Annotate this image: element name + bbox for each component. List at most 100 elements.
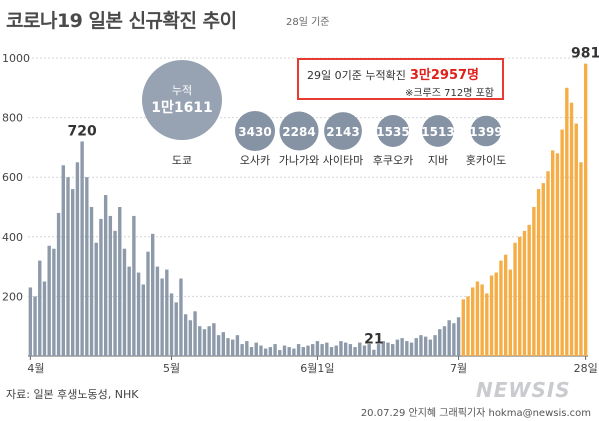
bar bbox=[287, 347, 291, 356]
region-bubble bbox=[142, 60, 222, 140]
bar bbox=[367, 344, 371, 356]
region-bubble bbox=[235, 111, 275, 151]
bar bbox=[438, 329, 442, 356]
bar bbox=[151, 233, 155, 356]
bar bbox=[456, 317, 461, 356]
bar bbox=[320, 344, 324, 356]
bar bbox=[579, 162, 583, 356]
bar bbox=[471, 287, 475, 356]
bar bbox=[315, 341, 320, 356]
bar bbox=[391, 344, 395, 356]
region-bubble bbox=[377, 115, 409, 147]
bar bbox=[33, 296, 37, 356]
bar bbox=[311, 344, 315, 356]
bar bbox=[466, 296, 470, 356]
newsis-logo: NEWSIS bbox=[476, 378, 571, 402]
data-label: 21 bbox=[364, 332, 383, 348]
bar bbox=[278, 350, 282, 356]
bar bbox=[136, 272, 141, 356]
data-label: 981 bbox=[571, 46, 599, 62]
bar bbox=[89, 207, 94, 356]
bar bbox=[47, 245, 51, 356]
bar bbox=[574, 123, 578, 356]
bar bbox=[494, 272, 498, 356]
bar bbox=[259, 345, 263, 356]
bar bbox=[560, 129, 564, 356]
bar bbox=[240, 344, 244, 356]
bar bbox=[376, 344, 381, 356]
bubble-value: 1만1611 bbox=[151, 100, 213, 116]
bar bbox=[503, 254, 508, 356]
y-tick-label: 400 bbox=[2, 231, 23, 244]
bar bbox=[155, 266, 160, 356]
bar bbox=[527, 224, 531, 356]
bar bbox=[348, 344, 353, 356]
bar bbox=[202, 329, 207, 356]
bar bbox=[235, 335, 240, 356]
bar bbox=[231, 339, 235, 356]
bar bbox=[433, 335, 437, 356]
bar bbox=[381, 341, 385, 356]
bar bbox=[42, 281, 47, 356]
region-bubble bbox=[422, 115, 454, 147]
bar bbox=[428, 339, 433, 356]
region-bubble bbox=[279, 111, 319, 151]
bubble-region-label: 도쿄 bbox=[172, 154, 192, 167]
bar bbox=[282, 345, 287, 356]
bar bbox=[400, 338, 404, 356]
y-tick-label: 1000 bbox=[2, 52, 30, 65]
bar bbox=[113, 230, 117, 356]
bar bbox=[414, 338, 418, 356]
bar bbox=[475, 281, 480, 356]
bar bbox=[99, 218, 103, 356]
bubble-region-label: 홋카이도 bbox=[466, 153, 506, 167]
bar bbox=[532, 207, 536, 356]
bar bbox=[395, 339, 400, 356]
bar bbox=[108, 215, 113, 356]
y-tick-label: 800 bbox=[2, 112, 23, 125]
x-tick-label: 4월 bbox=[27, 362, 44, 375]
bar bbox=[555, 153, 560, 356]
y-tick-label: 200 bbox=[2, 290, 23, 303]
bar bbox=[226, 338, 230, 356]
bar bbox=[339, 341, 343, 356]
bar bbox=[52, 248, 56, 356]
bar bbox=[263, 348, 268, 356]
bar bbox=[306, 345, 310, 356]
bubble-caption: 누적 bbox=[172, 84, 192, 97]
page-title: 코로나19 일본 신규확진 추이 bbox=[6, 10, 237, 32]
bar bbox=[499, 260, 503, 356]
bar bbox=[419, 335, 423, 356]
bubble-region-label: 가나가와 bbox=[279, 154, 319, 167]
y-tick-label: 600 bbox=[2, 171, 23, 184]
bar bbox=[216, 335, 221, 356]
bar bbox=[28, 287, 33, 356]
bar bbox=[508, 269, 513, 356]
bar bbox=[301, 347, 305, 356]
bar bbox=[75, 162, 80, 356]
bubble-value: 1399 bbox=[469, 125, 502, 139]
bubble-region-label: 후쿠오카 bbox=[373, 154, 413, 167]
bar bbox=[183, 314, 188, 356]
bar bbox=[292, 348, 296, 356]
bar bbox=[165, 269, 169, 356]
bubble-value: 3430 bbox=[238, 125, 271, 139]
source-note: 자료: 일본 후생노동성, NHK bbox=[6, 388, 139, 401]
bar bbox=[212, 323, 216, 356]
x-tick-label: 5월 bbox=[163, 362, 180, 375]
bar bbox=[513, 242, 517, 356]
bar bbox=[61, 165, 65, 356]
bar bbox=[565, 87, 569, 357]
bar bbox=[179, 278, 183, 356]
region-bubble bbox=[324, 112, 362, 150]
bar bbox=[132, 215, 136, 356]
x-tick-label: 7월 bbox=[450, 362, 467, 375]
bubble-region-label: 지바 bbox=[428, 154, 448, 167]
bubble-value: 1535 bbox=[376, 125, 409, 139]
bar bbox=[334, 345, 338, 356]
bar bbox=[372, 349, 376, 356]
bubble-region-label: 사이타마 bbox=[323, 154, 363, 167]
bar bbox=[56, 212, 61, 356]
bar bbox=[551, 150, 555, 356]
